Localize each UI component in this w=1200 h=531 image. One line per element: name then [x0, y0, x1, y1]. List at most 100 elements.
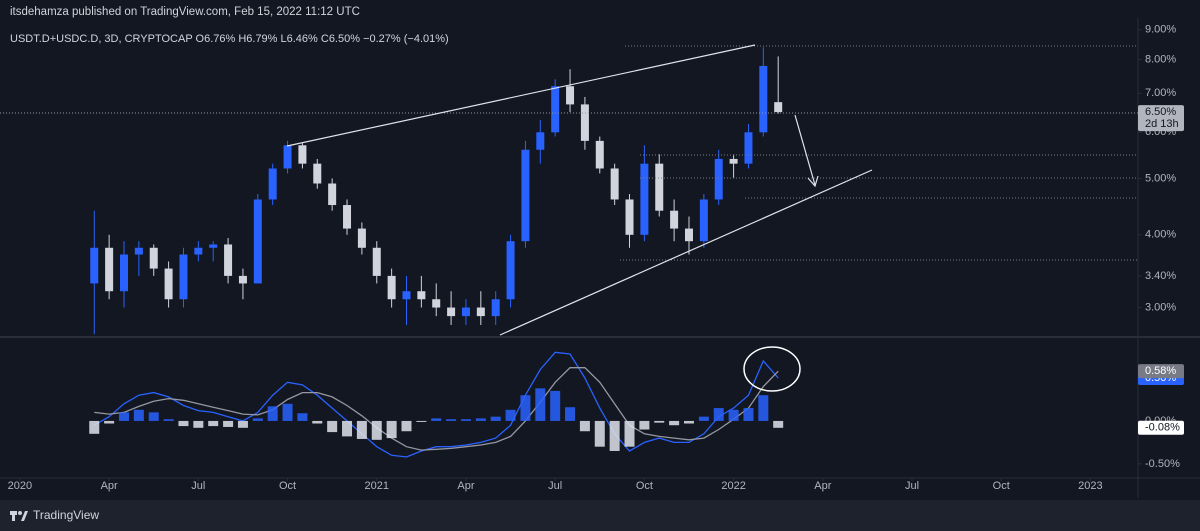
y-tick-label: -0.50%: [1145, 458, 1180, 470]
histogram-bar: [609, 420, 620, 451]
y-tick-label: 3.00%: [1145, 301, 1176, 313]
x-tick-label: Oct: [636, 480, 653, 492]
macd-line: [93, 351, 779, 458]
candle-body: [119, 254, 128, 292]
histogram-bar: [312, 420, 323, 424]
candle-body: [179, 254, 188, 300]
candle-body: [640, 163, 649, 235]
histogram-bar: [386, 420, 397, 439]
last-value-label: -0.08%: [1145, 422, 1180, 434]
histogram-bar: [282, 403, 293, 421]
x-tick-label: 2020: [8, 480, 32, 492]
candle-body: [506, 241, 515, 300]
candle-body: [774, 102, 783, 113]
candle-body: [684, 228, 693, 242]
candle-body: [357, 228, 366, 248]
histogram-bar: [371, 420, 382, 440]
candle-body: [476, 307, 485, 317]
candle-body: [268, 168, 277, 200]
histogram-bar: [594, 420, 605, 447]
logo-part: [18, 511, 22, 515]
candle-body: [105, 247, 114, 292]
histogram-bar: [193, 420, 204, 428]
histogram-bar: [505, 409, 516, 421]
histogram-bar: [118, 412, 129, 421]
candle-body: [447, 307, 456, 317]
signal-line: [94, 367, 779, 451]
y-tick-label: 4.00%: [1145, 229, 1176, 241]
last-value-label: 0.58%: [1145, 365, 1176, 377]
x-tick-label: 2022: [721, 480, 745, 492]
histogram-bar: [431, 418, 442, 421]
candle-body: [595, 140, 604, 169]
histogram-bar: [178, 420, 189, 427]
y-tick-label: 8.00%: [1145, 53, 1176, 65]
histogram-bar: [624, 420, 635, 447]
candle-body: [328, 183, 337, 206]
candle-body: [253, 199, 262, 284]
logo-part: [12, 511, 15, 521]
publisher-text: itsdehamza published on TradingView.com,…: [10, 6, 360, 18]
histogram-bar: [773, 420, 784, 428]
candle-body: [580, 104, 589, 141]
y-tick-label: 9.00%: [1145, 24, 1176, 36]
candle-body: [670, 210, 679, 229]
candle-body: [551, 86, 560, 133]
histogram-bar: [401, 420, 412, 432]
candle-body: [417, 291, 426, 300]
histogram-bar: [237, 420, 248, 428]
candle-body: [298, 145, 307, 164]
candle-body: [238, 275, 247, 284]
histogram-bar: [758, 395, 769, 421]
histogram-bar: [639, 420, 650, 430]
last-price-box: [1138, 105, 1184, 132]
candle-body: [714, 158, 723, 200]
y-tick-label: 3.40%: [1145, 270, 1176, 282]
candle-body: [313, 163, 322, 184]
candle-body: [744, 132, 753, 164]
countdown-label: 2d 13h: [1145, 118, 1179, 130]
x-tick-label: Apr: [101, 480, 118, 492]
histogram-bar: [654, 420, 665, 423]
histogram-bar: [520, 395, 531, 421]
arrow: [794, 114, 816, 186]
histogram-bar: [223, 420, 234, 427]
histogram-bar: [669, 420, 680, 426]
histogram-bar: [698, 416, 709, 421]
histogram-bar: [297, 413, 308, 421]
candle-body: [90, 247, 99, 284]
candle-body: [432, 299, 441, 308]
highlight-circle: [743, 346, 801, 392]
last-price-label: 6.50%: [1145, 106, 1176, 118]
trend-line: [286, 44, 756, 147]
x-tick-label: Apr: [814, 480, 831, 492]
candle-body: [729, 158, 738, 164]
candle-body: [149, 247, 158, 269]
histogram-bar: [579, 420, 590, 432]
candle-body: [699, 199, 708, 242]
histogram-bar: [163, 419, 174, 421]
candle-body: [655, 163, 664, 211]
histogram-bar: [535, 388, 546, 421]
last-value-box: [1138, 420, 1184, 435]
logo-part: [21, 511, 28, 521]
histogram-bar: [416, 420, 427, 422]
candle-body: [134, 247, 143, 255]
histogram-bar: [252, 418, 263, 421]
candle-body: [164, 268, 173, 300]
candle-body: [491, 299, 500, 317]
symbol-legend: USDT.D+USDC.D, 3D, CRYPTOCAP O6.76% H6.7…: [10, 33, 449, 45]
histogram-bar: [327, 420, 338, 433]
candle-body: [209, 244, 218, 248]
histogram-bar: [490, 416, 501, 421]
candle-body: [566, 86, 575, 105]
x-tick-label: 2021: [365, 480, 389, 492]
histogram-bar: [565, 407, 576, 421]
histogram-bar: [208, 420, 219, 427]
x-tick-label: Oct: [279, 480, 296, 492]
candle-body: [224, 244, 233, 276]
x-tick-label: Oct: [993, 480, 1010, 492]
y-tick-label: 5.00%: [1145, 172, 1176, 184]
histogram-bar: [475, 418, 486, 421]
